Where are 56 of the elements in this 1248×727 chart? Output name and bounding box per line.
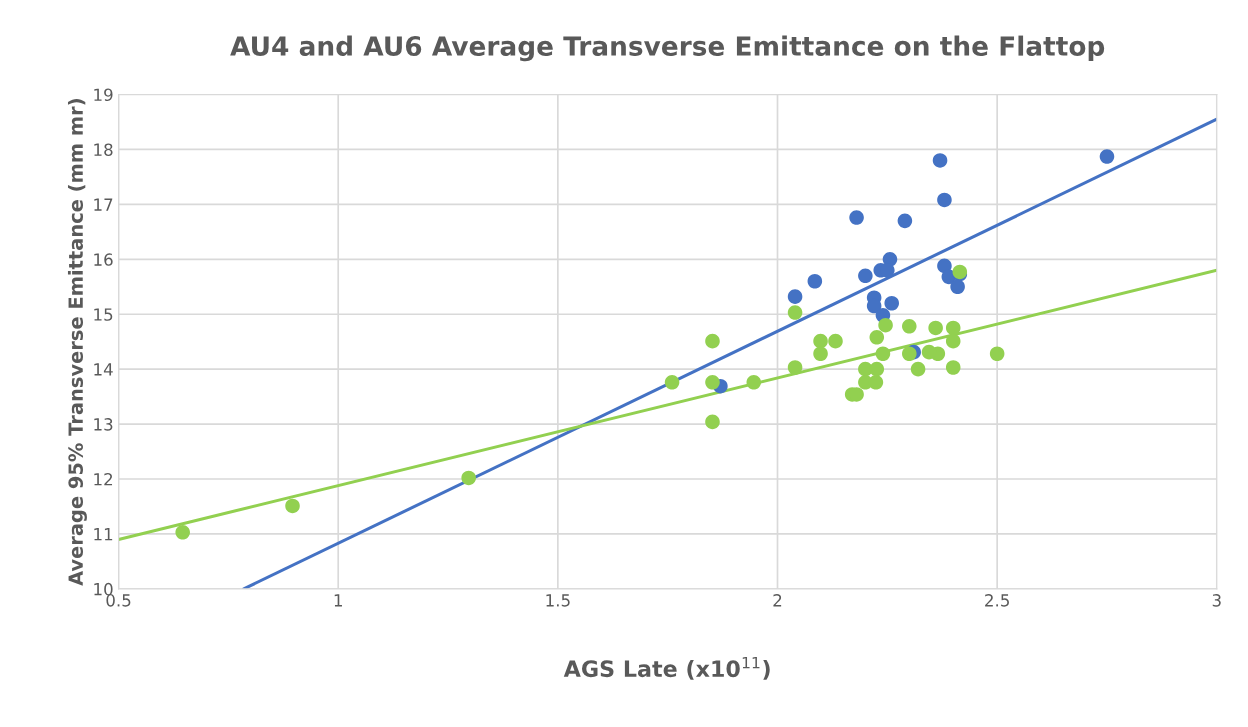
point: [878, 317, 893, 333]
point: [932, 153, 948, 168]
y-tick-label: 16: [94, 253, 113, 266]
point: [884, 295, 899, 311]
point: [787, 289, 803, 304]
x-axis-title: AGS Late (x10$^{11}$): [563, 656, 770, 680]
point: [746, 375, 762, 390]
point: [945, 360, 961, 375]
point: [902, 319, 917, 334]
point: [897, 213, 913, 229]
chart-title: AU4 and AU6 Average Transverse Emittance on the Flattop: [230, 35, 1105, 62]
point: [664, 375, 680, 390]
point: [175, 525, 190, 540]
point: [807, 273, 823, 289]
point: [828, 333, 843, 349]
y-tick-label: 10: [94, 582, 113, 596]
point: [849, 210, 864, 225]
point: [869, 361, 885, 377]
y-tick-label: 17: [94, 198, 113, 211]
point: [705, 414, 720, 430]
point: [813, 346, 828, 362]
point: [461, 470, 476, 486]
point: [921, 344, 937, 360]
point: [869, 330, 885, 345]
y-axis-title: Average 95% Transverse Emittance (mm mr): [67, 99, 87, 586]
point: [705, 333, 720, 349]
y-tick-label: 13: [94, 418, 113, 431]
y-tick-label: 19: [94, 88, 113, 102]
point: [945, 320, 961, 336]
point: [787, 360, 803, 375]
point: [858, 268, 873, 284]
point: [989, 346, 1005, 362]
y-tick-label: 14: [94, 363, 113, 376]
y-tick-label: 15: [94, 308, 113, 321]
point: [937, 192, 952, 208]
point: [705, 375, 720, 390]
x-tick-label: 0.5: [106, 594, 131, 607]
point: [945, 333, 961, 349]
point: [1099, 149, 1115, 164]
x-tick-label: 1: [334, 594, 342, 607]
point: [902, 346, 917, 362]
point: [950, 279, 965, 295]
point: [813, 333, 828, 349]
point: [787, 305, 803, 320]
point: [868, 375, 884, 390]
y-tick-label: 11: [94, 528, 113, 541]
x-tick-label: 2: [773, 594, 782, 607]
x-tick-label: 3: [1212, 594, 1221, 607]
point: [910, 361, 926, 377]
point: [875, 346, 891, 362]
y-tick-label: 18: [94, 143, 113, 157]
point: [285, 498, 300, 514]
y-tick-label: 12: [94, 472, 113, 486]
x-tick-label: 1.5: [546, 594, 570, 607]
x-tick-label: 2.5: [985, 594, 1009, 607]
point: [928, 320, 943, 336]
